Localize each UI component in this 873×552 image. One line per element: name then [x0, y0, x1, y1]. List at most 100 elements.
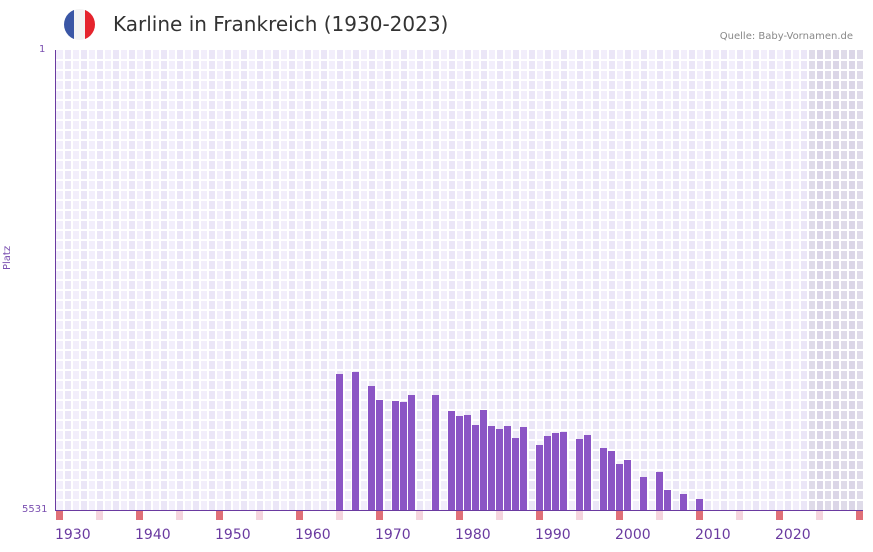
decade-marker — [296, 511, 303, 520]
bar-1972[interactable] — [392, 401, 399, 510]
x-axis-label: 1950 — [215, 527, 251, 543]
x-axis-line — [55, 510, 863, 511]
grid-line-horizontal — [56, 349, 863, 351]
grid-line-horizontal — [56, 399, 863, 401]
x-axis-label: 2020 — [775, 527, 811, 543]
bar-1979[interactable] — [448, 411, 455, 510]
grid-line-horizontal — [56, 69, 863, 71]
bar-1974[interactable] — [408, 395, 415, 510]
x-axis-label: 1990 — [535, 527, 571, 543]
flag-white-stripe — [74, 9, 85, 40]
half-decade-marker — [176, 511, 183, 520]
grid-line-horizontal — [56, 389, 863, 391]
grid-line-horizontal — [56, 149, 863, 151]
bar-1970[interactable] — [376, 400, 383, 510]
decade-marker — [376, 511, 383, 520]
half-decade-marker — [496, 511, 503, 520]
half-decade-marker — [336, 511, 343, 520]
half-decade-marker — [816, 511, 823, 520]
bar-2010[interactable] — [696, 499, 703, 510]
bar-1969[interactable] — [368, 386, 375, 510]
bar-1992[interactable] — [552, 433, 559, 510]
grid-line-horizontal — [56, 309, 863, 311]
y-axis-top-label: 1 — [39, 44, 46, 55]
bar-1973[interactable] — [400, 402, 407, 510]
x-axis-label: 1960 — [295, 527, 331, 543]
grid-line-horizontal — [56, 379, 863, 381]
x-axis-label: 1980 — [455, 527, 491, 543]
grid-line-horizontal — [56, 329, 863, 331]
decade-marker — [536, 511, 543, 520]
decade-marker — [456, 511, 463, 520]
bar-1986[interactable] — [504, 426, 511, 510]
bar-2000[interactable] — [616, 464, 623, 510]
bar-1984[interactable] — [488, 426, 495, 510]
x-axis-label: 2010 — [695, 527, 731, 543]
grid-line-horizontal — [56, 169, 863, 171]
grid-line-horizontal — [56, 319, 863, 321]
bar-1983[interactable] — [480, 410, 487, 510]
grid-line-horizontal — [56, 299, 863, 301]
half-decade-marker — [416, 511, 423, 520]
decade-marker — [136, 511, 143, 520]
grid-line-horizontal — [56, 369, 863, 371]
grid-line-horizontal — [56, 139, 863, 141]
bar-2001[interactable] — [624, 460, 631, 510]
grid-line-horizontal — [56, 249, 863, 251]
bar-1991[interactable] — [544, 436, 551, 510]
bar-1965[interactable] — [336, 374, 343, 510]
grid-line-horizontal — [56, 59, 863, 61]
flag-blue-stripe — [64, 9, 75, 40]
grid-line-horizontal — [56, 359, 863, 361]
grid-line-horizontal — [56, 89, 863, 91]
bar-2003[interactable] — [640, 477, 647, 510]
x-axis-label: 2000 — [615, 527, 651, 543]
grid-line-horizontal — [56, 219, 863, 221]
grid-line-horizontal — [56, 209, 863, 211]
x-axis-label: 1970 — [375, 527, 411, 543]
decade-marker — [216, 511, 223, 520]
grid-line-horizontal — [56, 159, 863, 161]
bar-1980[interactable] — [456, 416, 463, 510]
bar-1977[interactable] — [432, 395, 439, 510]
decade-marker — [856, 511, 863, 520]
bar-1995[interactable] — [576, 439, 583, 510]
decade-marker — [56, 511, 63, 520]
grid-line-horizontal — [56, 229, 863, 231]
grid-line-horizontal — [56, 289, 863, 291]
chart-title: Karline in Frankreich (1930-2023) — [113, 12, 449, 36]
source-label: Quelle: Baby-Vornamen.de — [719, 31, 853, 42]
y-axis-bottom-label: 5531 — [22, 504, 48, 515]
decade-marker — [616, 511, 623, 520]
bar-2005[interactable] — [656, 472, 663, 510]
france-flag-icon — [64, 9, 95, 40]
bar-1967[interactable] — [352, 372, 359, 510]
bar-1993[interactable] — [560, 432, 567, 510]
plot-area — [56, 50, 863, 510]
bar-1996[interactable] — [584, 435, 591, 510]
grid-line-horizontal — [56, 119, 863, 121]
bar-2006[interactable] — [664, 490, 671, 510]
half-decade-marker — [656, 511, 663, 520]
bar-1998[interactable] — [600, 448, 607, 510]
y-axis-line — [55, 50, 56, 511]
grid-line-horizontal — [56, 279, 863, 281]
bar-1985[interactable] — [496, 429, 503, 510]
grid-line-horizontal — [56, 339, 863, 341]
bar-2008[interactable] — [680, 494, 687, 510]
bar-1987[interactable] — [512, 438, 519, 510]
bar-1988[interactable] — [520, 427, 527, 510]
half-decade-marker — [96, 511, 103, 520]
grid-line-horizontal — [56, 269, 863, 271]
grid-line-horizontal — [56, 189, 863, 191]
bar-1982[interactable] — [472, 425, 479, 510]
x-axis-label: 1930 — [55, 527, 91, 543]
grid-line-horizontal — [56, 239, 863, 241]
bar-1981[interactable] — [464, 415, 471, 510]
grid-line-horizontal — [56, 409, 863, 411]
grid-line-horizontal — [56, 179, 863, 181]
bar-1990[interactable] — [536, 445, 543, 510]
grid-line-horizontal — [56, 199, 863, 201]
grid-line-horizontal — [56, 129, 863, 131]
bar-1999[interactable] — [608, 451, 615, 510]
